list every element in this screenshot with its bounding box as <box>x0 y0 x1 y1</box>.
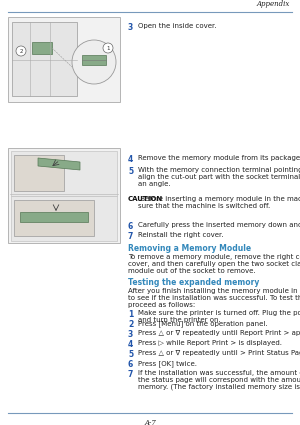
Bar <box>14 155 64 191</box>
Circle shape <box>103 43 113 53</box>
Text: After you finish installing the memory module in the printer, test the printer
t: After you finish installing the memory m… <box>128 288 300 308</box>
Text: Before inserting a memory module in the machine, make
sure that the machine is s: Before inserting a memory module in the … <box>138 196 300 209</box>
Polygon shape <box>38 158 80 170</box>
Bar <box>20 212 88 222</box>
Text: 2: 2 <box>19 48 23 54</box>
Text: Make sure the printer is turned off. Plug the power cord into the printer
and tu: Make sure the printer is turned off. Plu… <box>138 310 300 323</box>
Bar <box>8 17 120 102</box>
Bar <box>11 151 117 196</box>
Text: Removing a Memory Module: Removing a Memory Module <box>128 244 251 253</box>
Bar <box>12 22 77 96</box>
Text: 4: 4 <box>128 340 133 349</box>
Text: Carefully press the inserted memory down and into the machine.: Carefully press the inserted memory down… <box>138 222 300 228</box>
Text: 6: 6 <box>128 360 133 369</box>
Text: Appendix: Appendix <box>256 0 290 8</box>
Text: To remove a memory module, remove the right cover, open the inner
cover, and the: To remove a memory module, remove the ri… <box>128 254 300 274</box>
Text: Press [OK] twice.: Press [OK] twice. <box>138 360 197 367</box>
Text: Remove the memory module from its package.: Remove the memory module from its packag… <box>138 155 300 161</box>
Text: 7: 7 <box>128 232 134 241</box>
Text: Press △ or ∇ repeatedly until Report Print > appears.: Press △ or ∇ repeatedly until Report Pri… <box>138 330 300 336</box>
Text: 2: 2 <box>128 320 133 329</box>
Circle shape <box>72 40 116 84</box>
Bar <box>11 196 117 241</box>
Text: Press [Menu] on the operation panel.: Press [Menu] on the operation panel. <box>138 320 268 327</box>
Text: A-7: A-7 <box>144 419 156 425</box>
Text: 7: 7 <box>128 370 134 379</box>
Bar <box>8 148 120 243</box>
Text: 5: 5 <box>128 167 133 176</box>
Text: CAUTION: CAUTION <box>128 196 163 202</box>
Text: 3: 3 <box>128 330 133 339</box>
Text: 6: 6 <box>128 222 133 231</box>
Text: Reinstall the right cover.: Reinstall the right cover. <box>138 232 224 238</box>
Text: 1: 1 <box>128 310 133 319</box>
Text: If the installation was successful, the amount of memory shown on
the status pag: If the installation was successful, the … <box>138 370 300 391</box>
Text: 3: 3 <box>128 23 133 32</box>
Bar <box>82 55 106 65</box>
Text: With the memory connection terminal pointing toward the socket,
align the cut-ou: With the memory connection terminal poin… <box>138 167 300 187</box>
Text: Press ▷ while Report Print > is displayed.: Press ▷ while Report Print > is displaye… <box>138 340 282 346</box>
Bar <box>32 42 52 54</box>
Text: 5: 5 <box>128 350 133 359</box>
Circle shape <box>16 46 26 56</box>
Text: Testing the expanded memory: Testing the expanded memory <box>128 278 260 287</box>
Text: Open the inside cover.: Open the inside cover. <box>138 23 217 29</box>
Text: 4: 4 <box>128 155 133 164</box>
Bar <box>14 200 94 236</box>
Text: 1: 1 <box>106 45 110 51</box>
Text: Press △ or ∇ repeatedly until > Print Status Page appears.: Press △ or ∇ repeatedly until > Print St… <box>138 350 300 356</box>
